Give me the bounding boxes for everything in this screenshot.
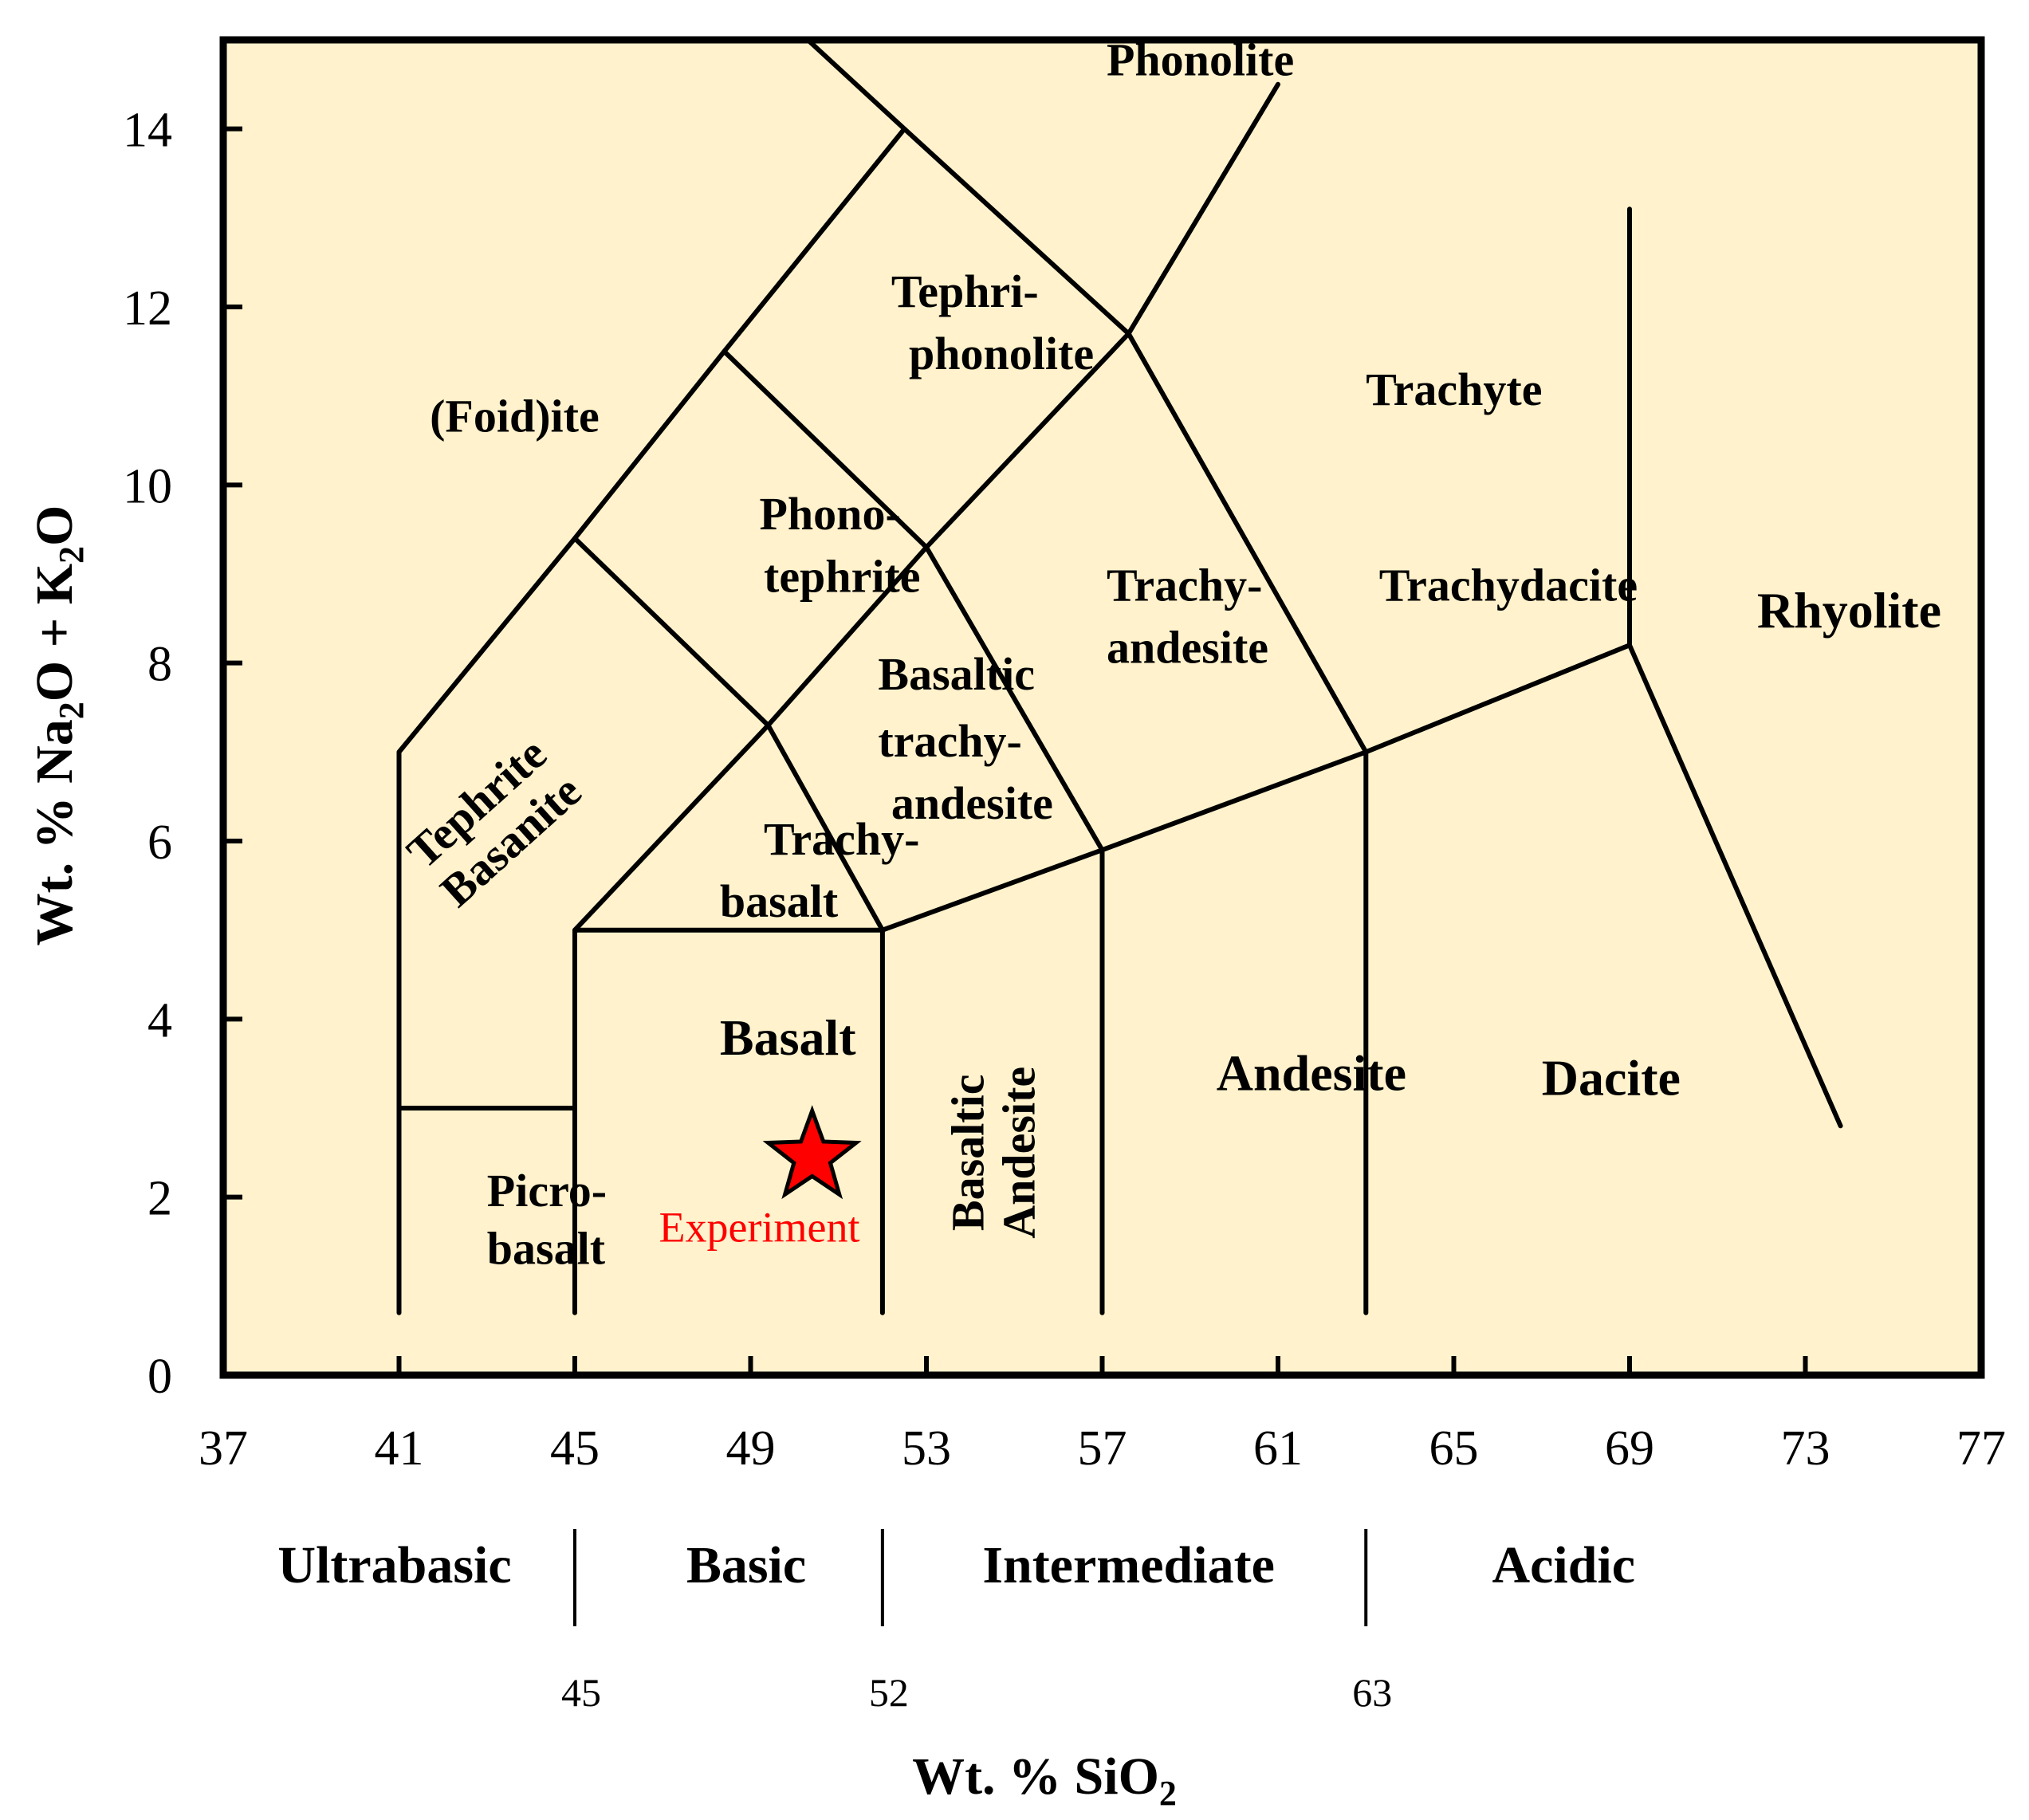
boundary-line-8	[1099, 749, 1369, 1315]
boundary-line-2	[572, 927, 885, 1315]
region-label: trachy-	[878, 715, 1021, 767]
class-divider-label: 63	[1352, 1670, 1392, 1715]
class-divider-label: 45	[561, 1670, 601, 1715]
y-tick-label: 10	[123, 459, 172, 513]
silica-classification: Ultrabasic Basic Intermediate Acidic 45 52 63	[277, 1529, 1635, 1715]
class-label: Ultrabasic	[277, 1536, 511, 1594]
region-label: Trachyte	[1366, 364, 1542, 415]
y-tick-label: 4	[147, 993, 172, 1048]
region-label: andesite	[891, 777, 1053, 829]
boundary-line-4	[765, 722, 885, 933]
data-points: Experiment	[659, 1105, 862, 1252]
region-label: Trachydacite	[1379, 560, 1638, 611]
boundary-line-0	[396, 37, 907, 1315]
x-tick-label: 69	[1605, 1421, 1654, 1476]
x-tick-label: 41	[375, 1421, 424, 1476]
y-tick-label: 6	[147, 816, 172, 870]
region-label: Basaltic	[878, 648, 1035, 700]
y-tick-label: 14	[123, 104, 172, 158]
region-label-rotated: BasalticAndesite	[942, 1067, 1045, 1239]
region-label: Phonolite	[1107, 34, 1294, 86]
region-label: Rhyolite	[1757, 582, 1941, 639]
region-label: Andesite	[1217, 1045, 1406, 1102]
x-tick-label: 53	[902, 1421, 951, 1476]
region-label: basalt	[487, 1222, 606, 1274]
region-label: Trachy-	[764, 813, 919, 865]
boundary-line-9	[1126, 331, 1369, 755]
x-tick-label: 57	[1078, 1421, 1127, 1476]
boundary-line-10	[1126, 81, 1280, 336]
field-labels: Phonolite Tephri-phonolite (Foid)ite Trachy…	[396, 34, 1941, 1275]
class-divider-label: 52	[869, 1670, 909, 1715]
region-label: Basalt	[720, 1009, 856, 1066]
region-label: Picro-	[487, 1165, 607, 1217]
region-label: Trachy-	[1107, 560, 1262, 611]
x-tick-label: 77	[1956, 1421, 2006, 1476]
x-tick-label: 61	[1253, 1421, 1303, 1476]
field-boundaries	[396, 37, 1843, 1315]
x-tick-label: 73	[1781, 1421, 1830, 1476]
region-label: phonolite	[909, 328, 1094, 379]
y-tick-label: 0	[147, 1350, 172, 1404]
region-label-rotated: TephriteBasanite	[396, 727, 591, 917]
x-axis: 37 41 45 49 53 57 61 65 69 73 77	[199, 1356, 2006, 1476]
region-label: basalt	[720, 875, 839, 927]
y-tick-label: 8	[147, 638, 172, 692]
region-label: Dacite	[1542, 1049, 1681, 1106]
x-tick-label: 49	[726, 1421, 776, 1476]
x-tick-label: 65	[1429, 1421, 1479, 1476]
y-axis-title: Wt. % Na2O + K2O	[26, 505, 91, 946]
x-tick-label: 45	[550, 1421, 600, 1476]
y-axis: 0 2 4 6 8 10 12 14	[123, 104, 242, 1404]
region-label: tephrite	[764, 550, 921, 602]
y-tick-label: 12	[123, 281, 172, 336]
x-tick-label: 37	[199, 1421, 248, 1476]
star-marker	[762, 1105, 862, 1200]
boundary-line-12	[1627, 643, 1843, 1129]
point-label: Experiment	[659, 1204, 860, 1252]
class-label: Intermediate	[982, 1536, 1275, 1594]
region-label: andesite	[1107, 622, 1268, 674]
class-label: Acidic	[1492, 1536, 1635, 1594]
region-label: (Foid)ite	[430, 390, 600, 442]
class-label: Basic	[686, 1536, 806, 1594]
y-tick-label: 2	[147, 1172, 172, 1226]
region-label: Phono-	[760, 488, 901, 540]
region-label: Tephri-	[891, 265, 1039, 317]
x-axis-title: Wt. % SiO2	[912, 1747, 1177, 1813]
